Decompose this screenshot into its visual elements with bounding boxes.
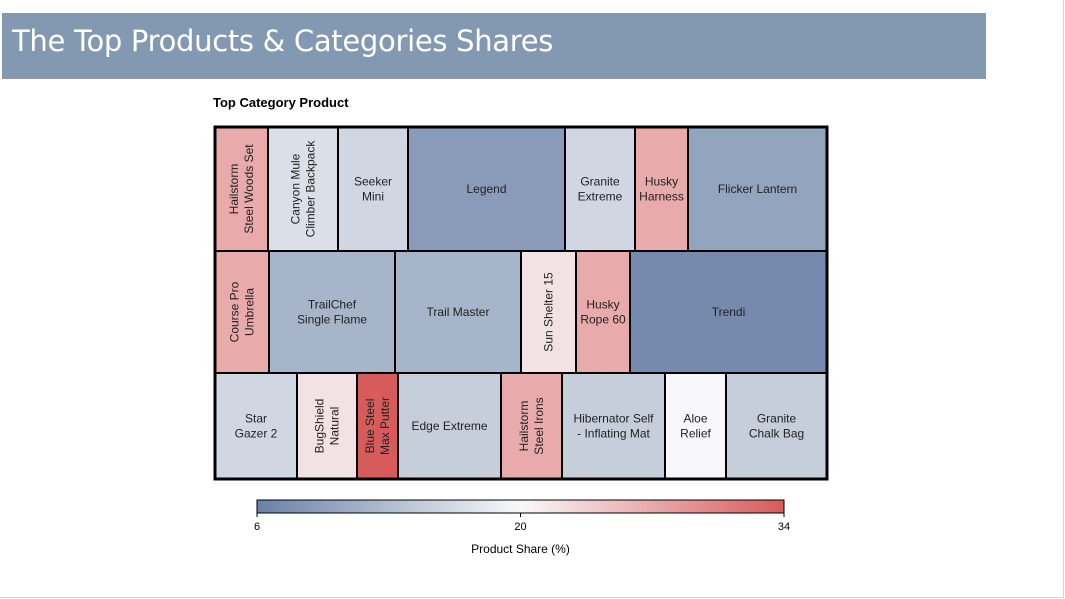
tile-label-aloe-relief: Aloe Relief xyxy=(680,412,711,441)
treemap-tiles: HailstormSteel Woods Set Canyon MuleClimb… xyxy=(214,126,828,480)
tile-label-seeker-mini: Seeker Mini xyxy=(354,175,392,204)
tile-label-edge-extreme: Edge Extreme xyxy=(411,419,487,433)
chart-title: Top Category Product xyxy=(213,95,349,110)
tile-sun-shelter-15 xyxy=(520,250,577,374)
tile-label-granite-extreme: Granite Extreme xyxy=(578,175,623,204)
tile-legend xyxy=(407,126,566,252)
tile-label-blue-steel-max-putter: Blue SteelMax Putter xyxy=(363,397,392,455)
tile-star-gazer-2 xyxy=(214,372,298,480)
tile-label-trail-master: Trail Master xyxy=(427,305,490,319)
legend-gradient-bar xyxy=(256,499,785,514)
tile-hailstorm-steel-irons xyxy=(500,372,563,480)
treemap-outer-border xyxy=(213,125,829,481)
tile-label-course-pro-umbrella: Course ProUmbrella xyxy=(228,281,257,342)
legend-tick-min: 6 xyxy=(254,521,260,533)
tile-course-pro-umbrella xyxy=(214,250,270,374)
tile-label-sun-shelter-15: Sun Shelter 15 xyxy=(542,272,556,352)
tile-label-bugshield-natural: BugShieldNatural xyxy=(313,399,342,454)
tile-label-hibernator-self-inflating-mat: Hibernator Self - Inflating Mat xyxy=(573,412,654,441)
tile-label-star-gazer-2: Star Gazer 2 xyxy=(235,412,278,441)
tile-label-flicker-lantern: Flicker Lantern xyxy=(718,182,797,196)
legend-title: Product Share (%) xyxy=(471,542,570,556)
tile-label-husky-harness: Husky Harness xyxy=(639,175,684,204)
tile-label-canyon-mule-climber-backpack: Canyon MuleClimber Backpack xyxy=(289,140,318,238)
tile-bugshield-natural xyxy=(296,372,358,480)
tile-label-legend: Legend xyxy=(466,182,506,196)
legend-tick-mid: 20 xyxy=(514,521,526,533)
color-legend: 6 20 34 Product Share (%) xyxy=(254,499,790,556)
header-bar: The Top Products & Categories Shares xyxy=(2,13,986,79)
tile-trailchef-single-flame xyxy=(268,250,396,374)
page-title: The Top Products & Categories Shares xyxy=(12,24,554,58)
tile-blue-steel-max-putter xyxy=(356,372,399,480)
tile-label-granite-chalk-bag: Granite Chalk Bag xyxy=(749,412,804,441)
legend-tick-max: 34 xyxy=(778,521,790,533)
tile-edge-extreme xyxy=(397,372,502,480)
tile-label-husky-rope-60: Husky Rope 60 xyxy=(580,298,626,327)
tile-label-hailstorm-steel-woods-set: HailstormSteel Woods Set xyxy=(227,144,256,234)
tile-label-hailstorm-steel-irons: HailstormSteel Irons xyxy=(517,397,546,454)
tile-label-trailchef-single-flame: TrailChef Single Flame xyxy=(297,298,367,327)
tile-label-trendi: Trendi xyxy=(712,305,746,319)
tile-trail-master xyxy=(394,250,522,374)
